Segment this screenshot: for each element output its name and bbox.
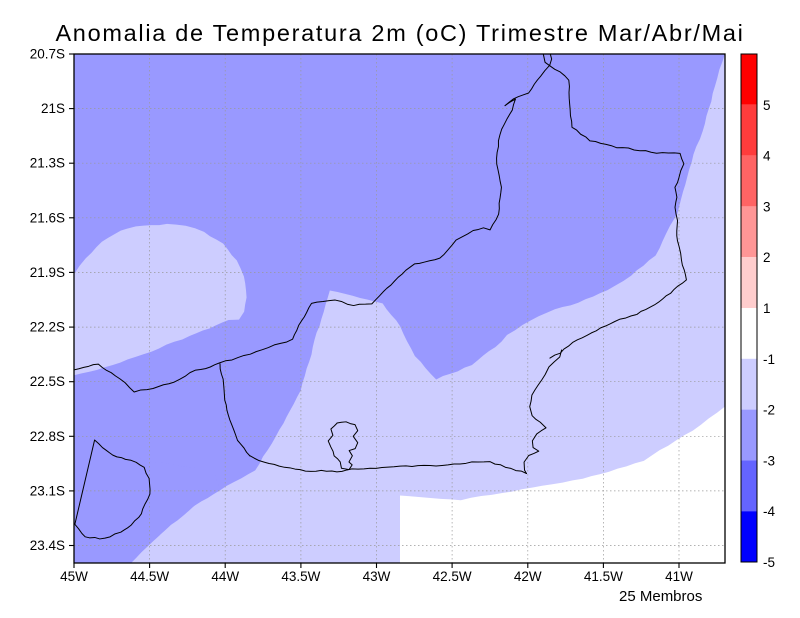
svg-text:41.5W: 41.5W xyxy=(584,569,623,584)
svg-text:20.7S: 20.7S xyxy=(30,47,65,62)
svg-text:2: 2 xyxy=(763,250,771,265)
svg-text:22.8S: 22.8S xyxy=(30,429,65,444)
svg-text:22.5S: 22.5S xyxy=(30,374,65,389)
svg-text:44.5W: 44.5W xyxy=(130,569,169,584)
svg-text:42W: 42W xyxy=(514,569,542,584)
svg-text:1: 1 xyxy=(763,301,771,316)
svg-text:4: 4 xyxy=(763,149,771,164)
svg-text:-2: -2 xyxy=(763,403,775,418)
svg-text:23.1S: 23.1S xyxy=(30,483,65,498)
svg-text:-4: -4 xyxy=(763,504,775,519)
svg-text:43W: 43W xyxy=(363,569,391,584)
svg-text:-5: -5 xyxy=(763,555,775,570)
svg-text:45W: 45W xyxy=(60,569,88,584)
svg-text:21.3S: 21.3S xyxy=(30,156,65,171)
svg-text:21.9S: 21.9S xyxy=(30,265,65,280)
svg-text:-3: -3 xyxy=(763,453,775,468)
svg-text:44W: 44W xyxy=(211,569,239,584)
svg-text:42.5W: 42.5W xyxy=(433,569,472,584)
svg-text:25 Membros: 25 Membros xyxy=(619,588,702,605)
svg-text:3: 3 xyxy=(763,199,771,214)
svg-text:21S: 21S xyxy=(41,101,65,116)
svg-text:-1: -1 xyxy=(763,352,775,367)
svg-text:22.2S: 22.2S xyxy=(30,320,65,335)
svg-text:43.5W: 43.5W xyxy=(281,569,320,584)
svg-text:23.4S: 23.4S xyxy=(30,538,65,553)
svg-text:41W: 41W xyxy=(665,569,693,584)
svg-text:21.6S: 21.6S xyxy=(30,210,65,225)
svg-text:5: 5 xyxy=(763,98,771,113)
